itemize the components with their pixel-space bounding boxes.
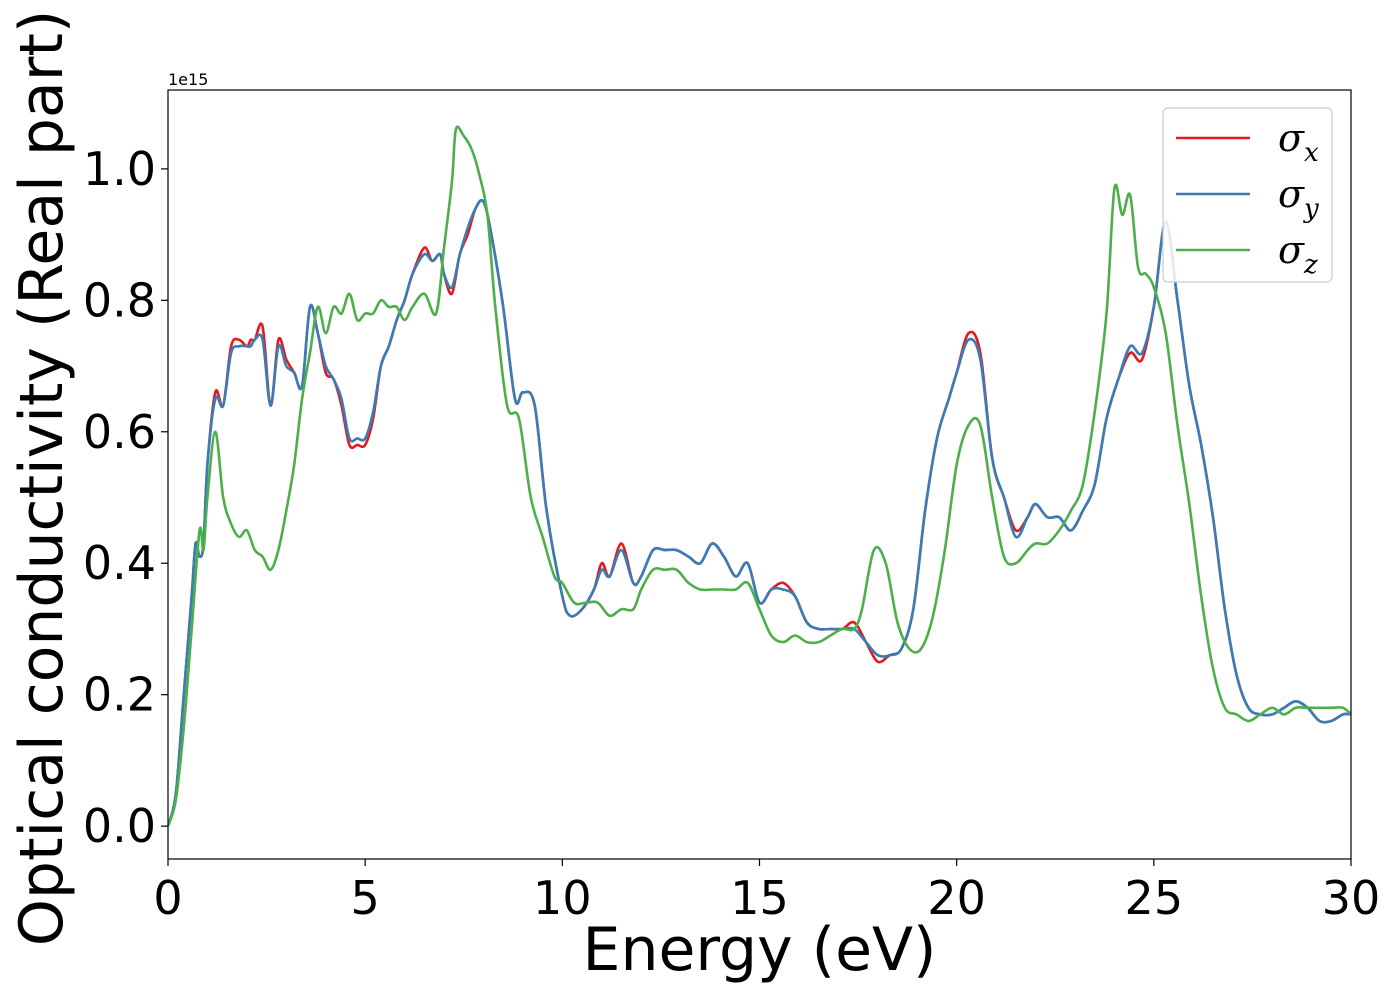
x-tick-label: 0 [153, 871, 182, 925]
y-tick-label: 0.6 [83, 405, 156, 459]
series-line-x [168, 198, 1351, 827]
y-axis-title: Optical conductivity (Real part) [7, 10, 77, 947]
x-axis-title: Energy (eV) [583, 915, 937, 985]
y-tick-label: 1.0 [83, 142, 156, 196]
legend-label-x: σx [1278, 116, 1319, 168]
x-tick-label: 15 [730, 871, 789, 925]
y-offset-text: 1e15 [168, 70, 208, 89]
x-axis-ticks: 0 5 10 15 20 25 30 [153, 859, 1380, 925]
x-tick-label: 25 [1125, 871, 1184, 925]
y-tick-label: 0.2 [83, 668, 156, 722]
legend-label-z: σz [1278, 228, 1318, 280]
y-tick-label: 0.8 [83, 273, 156, 327]
y-tick-label: 0.0 [83, 799, 156, 853]
x-tick-label: 30 [1322, 871, 1381, 925]
x-tick-label: 10 [533, 871, 592, 925]
y-axis-ticks: 0.0 0.2 0.4 0.6 0.8 1.0 [83, 142, 168, 853]
x-tick-label: 5 [351, 871, 380, 925]
x-tick-label: 20 [927, 871, 986, 925]
legend-label-y: σy [1278, 172, 1319, 224]
series-line-z [168, 125, 1351, 827]
plot-lines [168, 125, 1351, 827]
y-tick-label: 0.4 [83, 536, 156, 590]
series-line-y [168, 198, 1351, 827]
